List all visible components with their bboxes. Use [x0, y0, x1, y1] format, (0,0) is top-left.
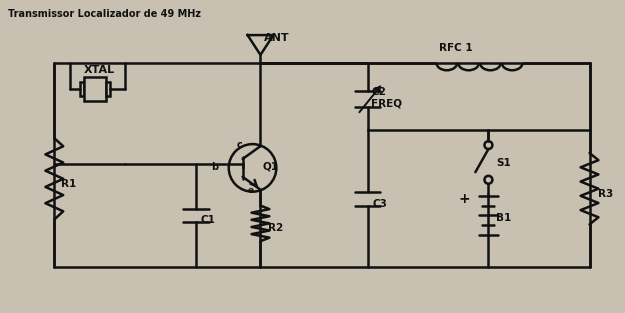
Text: b: b — [211, 162, 218, 172]
Text: S1: S1 — [496, 158, 511, 168]
Text: B1: B1 — [496, 213, 512, 223]
Text: e: e — [248, 186, 254, 195]
Text: ANT: ANT — [264, 33, 290, 43]
Text: +: + — [459, 192, 471, 206]
Text: XTAL: XTAL — [84, 65, 115, 75]
Bar — [84, 77, 106, 100]
Bar — [106, 82, 110, 95]
Bar — [80, 82, 84, 95]
Text: C3: C3 — [372, 199, 388, 209]
Text: R2: R2 — [268, 223, 284, 233]
Text: Q1: Q1 — [262, 162, 279, 172]
Text: R3: R3 — [599, 189, 614, 199]
Text: Transmissor Localizador de 49 MHz: Transmissor Localizador de 49 MHz — [8, 9, 201, 19]
Text: R1: R1 — [61, 179, 76, 189]
Text: c: c — [237, 140, 242, 150]
Text: C2: C2 — [371, 87, 386, 97]
Text: FREQ: FREQ — [371, 99, 402, 109]
Text: C1: C1 — [201, 215, 216, 225]
Text: RFC 1: RFC 1 — [439, 43, 472, 53]
